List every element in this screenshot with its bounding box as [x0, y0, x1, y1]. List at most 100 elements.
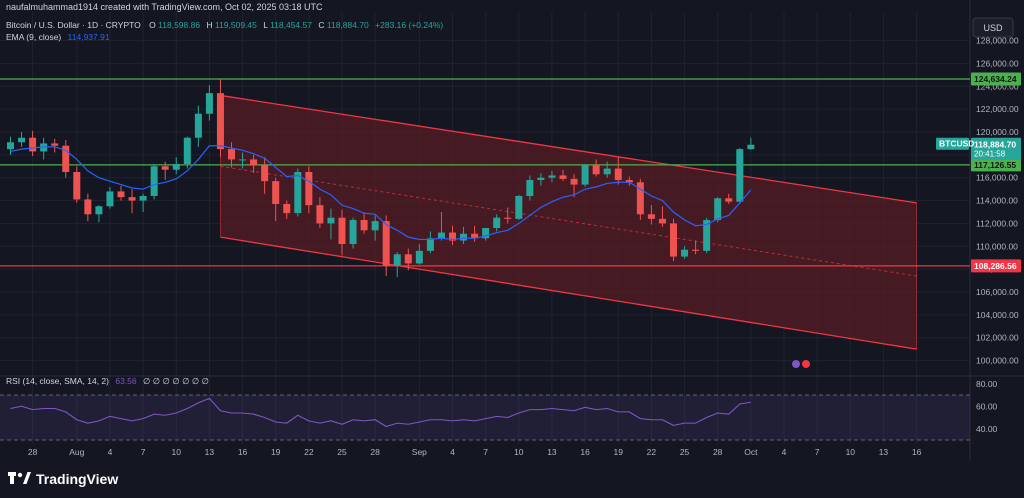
y-tick-label: 120,000.00: [976, 127, 1019, 137]
candle-body: [316, 205, 324, 224]
candle-body: [172, 164, 180, 170]
x-tick-label: 28: [28, 447, 38, 457]
price-tag-mid-green-bg: [971, 158, 1021, 172]
ema-group: [10, 145, 752, 241]
candle-body: [250, 159, 258, 166]
candle-body: [327, 217, 335, 224]
ohlc-change: +283.16 (+0.24%): [375, 20, 443, 30]
candle-body: [7, 142, 14, 150]
flag-marker-icon[interactable]: [801, 359, 811, 369]
candle-body: [581, 165, 589, 185]
candle-body: [393, 254, 401, 266]
ohlc-l-label: L: [263, 20, 268, 30]
price-tag-bottom-red-bg: [971, 259, 1021, 273]
channel-group: [220, 94, 917, 350]
candle-body: [139, 196, 147, 201]
candle-body: [658, 218, 666, 224]
candle-body: [117, 191, 125, 198]
x-tick-label: 4: [782, 447, 787, 457]
channel-fill: [220, 95, 917, 350]
candle-body: [526, 180, 534, 196]
candle-body: [449, 232, 456, 241]
candle-body: [460, 233, 468, 241]
x-tick-label: 16: [912, 447, 922, 457]
candle-body: [161, 166, 169, 170]
candle-body: [692, 249, 700, 251]
candle-body: [493, 217, 501, 228]
ohlc-h-value: 119,509.45: [215, 20, 257, 30]
candle-body: [482, 228, 490, 239]
author-line: naufalmuhammad1914 created with TradingV…: [6, 2, 323, 12]
candle-body: [537, 177, 545, 180]
x-tick-label: 19: [271, 447, 281, 457]
rsi-tick-label: 60.00: [976, 401, 998, 411]
candle-body: [84, 199, 92, 215]
rsi-tick-label: 40.00: [976, 424, 998, 434]
ohlc-c-value: 118,884.70: [327, 20, 369, 30]
y-tick-label: 104,000.00: [976, 310, 1019, 320]
currency-button[interactable]: [972, 17, 1014, 38]
y-tick-label: 114,000.00: [976, 196, 1018, 206]
x-tick-label: 22: [304, 447, 314, 457]
candle-body: [570, 178, 578, 185]
candle-body: [18, 137, 26, 143]
candle-body: [559, 175, 567, 179]
rsi-legend-value: 63.56: [115, 376, 137, 386]
symbol-name: Bitcoin / U.S. Dollar · 1D · CRYPTO: [6, 20, 141, 30]
candle-body: [338, 217, 346, 244]
candle-body: [703, 220, 711, 251]
candle-body: [636, 182, 644, 215]
symbol-tag-bg: [936, 137, 969, 150]
y-tick-label: 102,000.00: [976, 333, 1019, 343]
x-tick-label: 13: [879, 447, 889, 457]
candle-body: [426, 238, 434, 251]
candle-body: [592, 165, 600, 175]
candle-body: [349, 220, 357, 244]
x-tick-label: 10: [172, 447, 182, 457]
candle-body: [294, 172, 302, 214]
candle-body: [670, 223, 677, 257]
ema-legend-label: EMA (9, close): [6, 32, 61, 42]
candle-body: [515, 196, 523, 219]
x-axis-group: 28 Aug 4 7 10 13 16 19 22 25 28 Sep 4 7 10 13 16 19 22 25 28…: [28, 447, 922, 457]
candle-body: [471, 233, 479, 239]
x-tick-label: 7: [815, 447, 820, 457]
x-tick-label: Aug: [69, 447, 84, 457]
candle-body: [681, 249, 689, 257]
ohlc-o-value: 118,598.86: [158, 20, 200, 30]
x-tick-label: 10: [846, 447, 856, 457]
x-tick-label: 7: [483, 447, 488, 457]
candle-body: [128, 197, 136, 201]
candle-body: [95, 206, 103, 215]
candle-body: [504, 217, 512, 219]
candle-body: [62, 145, 70, 172]
candle-body: [548, 175, 556, 178]
current-price-value: 118,884.70: [974, 140, 1016, 150]
currency-button-label: USD: [983, 23, 1003, 33]
symbol-line: Bitcoin / U.S. Dollar · 1D · CRYPTO O 11…: [6, 20, 443, 30]
current-price-tag-bg: [971, 137, 1021, 160]
x-tick-label: 4: [450, 447, 455, 457]
x-tick-label: 19: [614, 447, 624, 457]
candle-body: [216, 93, 224, 150]
candle-body: [51, 143, 59, 146]
price-tag-top-green-text: 124,634.24: [974, 74, 1017, 84]
candle-body: [183, 137, 191, 164]
candle-body: [371, 221, 379, 231]
rsi-line: [10, 397, 751, 428]
candle-body: [272, 181, 280, 204]
candle-body: [228, 149, 235, 160]
y-tick-label: 128,000.00: [976, 36, 1019, 46]
candle-body: [150, 166, 158, 196]
x-tick-label: 16: [238, 447, 248, 457]
event-marker-icon[interactable]: [791, 359, 801, 369]
x-tick-label: 25: [680, 447, 690, 457]
y-tick-label: 100,000.00: [976, 356, 1019, 366]
rsi-legend: RSI (14, close, SMA, 14, 2) 63.56 ∅ ∅ ∅ …: [6, 376, 209, 386]
ohlc-c-label: C: [318, 20, 324, 30]
symbol-tag-label: BTCUSD: [939, 139, 974, 149]
x-tick-label: 28: [370, 447, 380, 457]
candle-body: [382, 221, 390, 266]
price-tag-bottom-red-text: 108,286.56: [974, 261, 1017, 271]
candle-body: [29, 137, 37, 152]
